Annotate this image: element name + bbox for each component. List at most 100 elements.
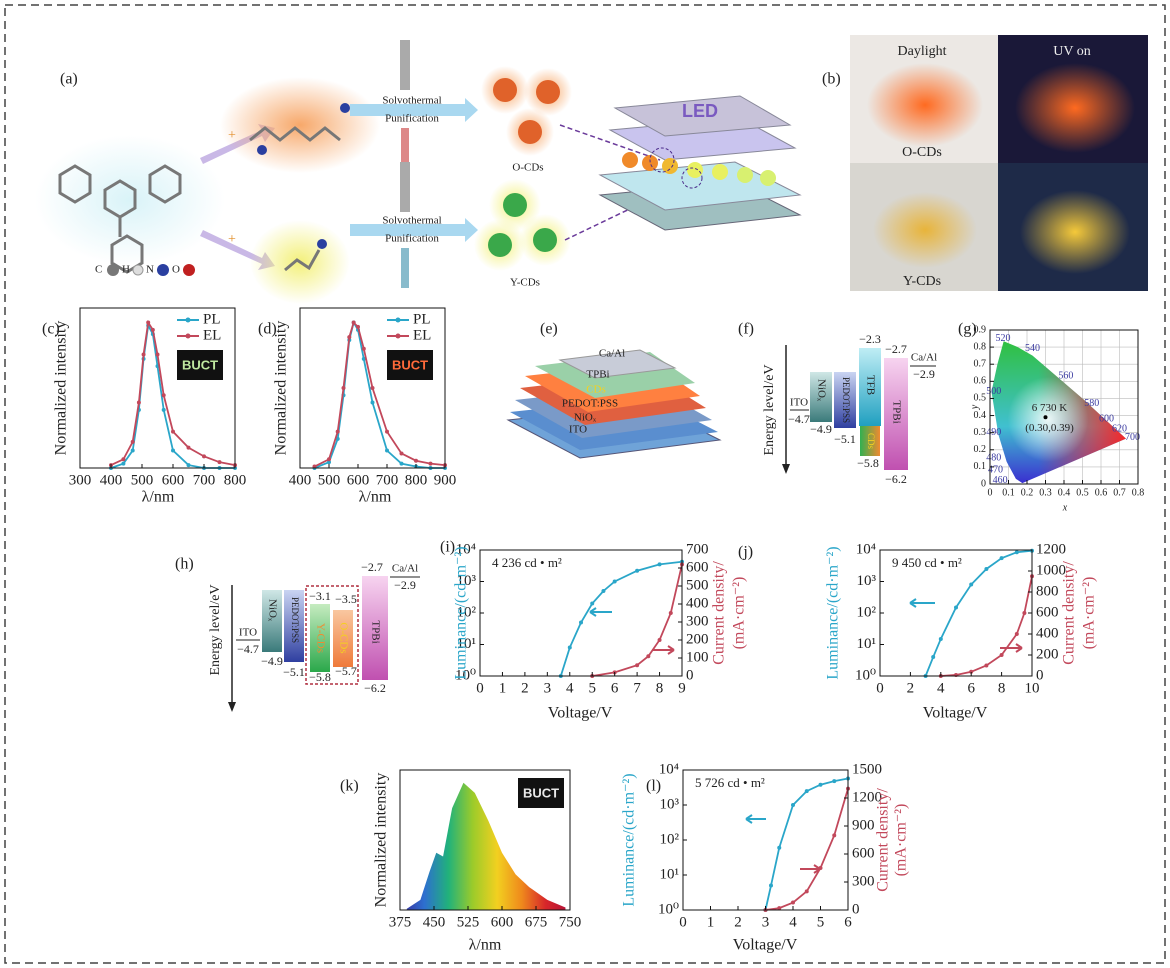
led-stack-part <box>687 162 703 178</box>
led-text: LED <box>682 101 718 121</box>
x-axis-label: x <box>1062 502 1068 513</box>
wavelength-label: 540 <box>1025 343 1040 354</box>
axis-arrow-head <box>782 464 790 474</box>
precursor-glow <box>220 77 380 173</box>
photo-label: Daylight <box>898 44 947 59</box>
point <box>171 449 175 453</box>
powder <box>1020 190 1130 274</box>
level-label: −4.9 <box>810 422 832 436</box>
process-text: Punification <box>385 233 439 245</box>
point <box>579 620 583 624</box>
y2-tick-label: 200 <box>686 631 709 647</box>
element-legend-part <box>133 265 143 275</box>
x-tick-label: 1 <box>499 680 507 696</box>
point <box>769 884 773 888</box>
plot-frame <box>683 770 848 910</box>
x-tick-label: 2 <box>734 914 742 930</box>
x-axis-label: λ/nm <box>469 937 502 954</box>
point <box>1022 611 1026 615</box>
y-tick-label: 0.2 <box>974 444 987 455</box>
annotation: 5 726 cd • m² <box>695 775 765 790</box>
x-tick-label: 7 <box>633 680 641 696</box>
photo-label: O-CDs <box>902 145 942 160</box>
layer-name: Y-CDs <box>314 623 326 653</box>
point <box>931 655 935 659</box>
point <box>1015 632 1019 636</box>
led-stack-part <box>760 170 776 186</box>
inset-text: BUCT <box>182 357 218 372</box>
level-label: −5.7 <box>335 664 357 678</box>
photo-label: UV on <box>1053 44 1090 59</box>
level-label: −5.8 <box>857 456 879 470</box>
y-tick-label: 10⁴ <box>659 761 679 777</box>
point <box>805 889 809 893</box>
y-cds-part <box>503 193 527 217</box>
panel-b: (b) Daylight UV on O-CDs Y-CDs <box>822 35 1148 291</box>
layer-label: TPBi <box>586 369 609 381</box>
process-text: Solvothermal <box>382 95 441 107</box>
layer-name: TPBi <box>890 400 902 423</box>
panel-f: (f) Energy level/eV ITO −4.7 NiOₓ −4.9 P… <box>738 321 937 486</box>
x-tick-label: 5 <box>588 680 596 696</box>
axis-pointers-part <box>1000 644 1022 652</box>
level-label: −4.9 <box>261 654 283 668</box>
panel-label: (k) <box>340 778 359 795</box>
point <box>969 583 973 587</box>
legend-swatch <box>396 334 401 339</box>
x-tick-label: 3 <box>762 914 770 930</box>
point <box>131 440 135 444</box>
x-axis-label: Voltage/V <box>923 705 988 722</box>
wavelength-label: 560 <box>1058 370 1073 381</box>
x-tick-label: 600 <box>347 472 370 488</box>
y-tick-label: 10³ <box>660 796 680 812</box>
x-tick-label: 0 <box>679 914 687 930</box>
y2-tick-label: 0 <box>852 901 860 917</box>
led-stack-part <box>622 152 638 168</box>
point <box>156 353 160 357</box>
panel-a: (a) + + Solvothermal Punification Solvot… <box>35 40 800 304</box>
x-tick-label: 500 <box>131 472 154 488</box>
point <box>202 454 206 458</box>
point <box>162 408 166 412</box>
y-tick-label: 10² <box>660 831 680 847</box>
point <box>371 386 375 390</box>
wavelength-label: 500 <box>986 386 1001 397</box>
point <box>984 567 988 571</box>
vial <box>401 128 409 166</box>
y-axis-label: Luminance/(cd·m⁻²) <box>825 546 842 679</box>
level-label: −5.1 <box>283 665 305 679</box>
x-tick-label: 375 <box>389 914 412 930</box>
point <box>400 451 404 455</box>
layer-name: PEDOT:PSS <box>290 597 300 643</box>
x-tick-label: 8 <box>656 680 664 696</box>
o-cds-part <box>493 78 517 102</box>
layer-label: CDs <box>586 384 606 396</box>
y-axis-label: Normalized intensity <box>53 321 70 456</box>
powder <box>867 63 983 147</box>
x-axis-label: Voltage/V <box>548 705 613 722</box>
o-cds <box>481 66 572 156</box>
y2-tick-label: 500 <box>686 577 709 593</box>
point <box>121 457 125 461</box>
y-axis-label: y <box>969 404 980 410</box>
level-label: −6.2 <box>364 681 386 695</box>
point <box>429 462 433 466</box>
series-line <box>561 562 682 676</box>
x-tick-label: 0.6 <box>1095 487 1108 498</box>
x-tick-label: 6 <box>611 680 619 696</box>
y-tick-label: 0.1 <box>974 461 987 472</box>
y2-axis-label: Current density/ <box>1061 561 1078 665</box>
layer-label: ITO <box>569 424 587 436</box>
y-axis-label: Luminance/(cd·m⁻²) <box>453 546 470 679</box>
point <box>669 611 673 615</box>
y-tick-label: 0.4 <box>974 410 987 421</box>
point <box>777 846 781 850</box>
inset-text: BUCT <box>392 357 428 372</box>
level-label: −5.1 <box>834 432 856 446</box>
element-label: H <box>122 264 130 276</box>
point <box>613 580 617 584</box>
chart-panel: (i)012345678910⁰10¹10²10³10⁴010020030040… <box>440 539 748 722</box>
y2-tick-label: 600 <box>852 845 875 861</box>
y-tick-label: 10⁰ <box>855 667 876 683</box>
x-tick-label: 0 <box>476 680 484 696</box>
